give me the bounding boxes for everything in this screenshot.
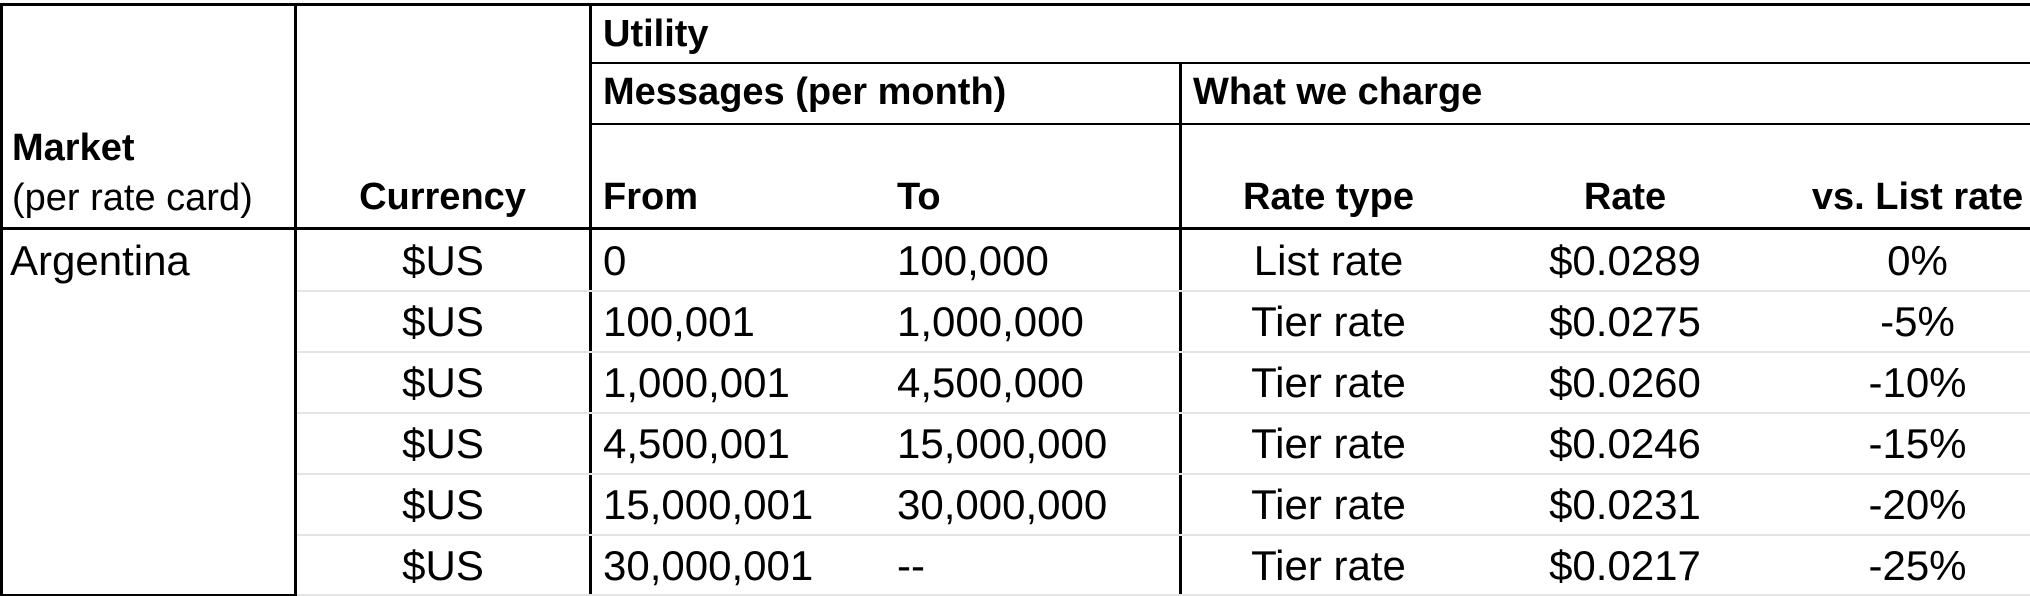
- from-column-header: From: [603, 176, 698, 218]
- cell-from: 4,500,001: [603, 419, 790, 467]
- charge-group-header: What we charge: [1193, 71, 1483, 113]
- header-bottom-border: [0, 227, 2030, 230]
- market-currency-divider: [294, 3, 297, 596]
- currency-from-divider: [589, 3, 592, 596]
- utility-row-bottom-line: [589, 62, 2030, 64]
- rate-column-header: Rate: [1583, 176, 1667, 218]
- cell-vs-list-rate: -5%: [1880, 297, 1955, 345]
- cell-vs-list-rate: -20%: [1868, 480, 1967, 528]
- market-value-cell: Argentina: [10, 236, 190, 284]
- market-column-header: Market (per rate card): [12, 6, 290, 223]
- cell-from: 30,000,001: [603, 541, 814, 589]
- cell-rate: $0.0246: [1549, 419, 1701, 467]
- row-separator-line: [297, 473, 2030, 475]
- market-cell-bottom-border: [0, 594, 297, 596]
- cell-from: 0: [603, 236, 627, 284]
- cell-to: 100,000: [897, 236, 1049, 284]
- cell-vs-list-rate: -10%: [1868, 358, 1967, 406]
- currency-column-header: Currency: [359, 176, 526, 218]
- cell-from: 100,001: [603, 297, 755, 345]
- cell-rate: $0.0260: [1549, 358, 1701, 406]
- cell-to: --: [897, 541, 925, 589]
- cell-to: 1,000,000: [897, 297, 1084, 345]
- group-row-bottom-line: [589, 123, 2030, 125]
- to-column-header: To: [897, 176, 941, 218]
- cell-rate-type: Tier rate: [1251, 358, 1406, 406]
- row-separator-line: [297, 534, 2030, 536]
- row-separator-line: [297, 594, 2030, 596]
- cell-currency: $US: [402, 358, 484, 406]
- cell-rate: $0.0231: [1549, 480, 1701, 528]
- rate-type-column-header: Rate type: [1242, 176, 1415, 218]
- cell-rate-type: List rate: [1253, 236, 1404, 284]
- cell-rate-type: Tier rate: [1251, 541, 1406, 589]
- cell-currency: $US: [402, 480, 484, 528]
- cell-currency: $US: [402, 541, 484, 589]
- messages-charge-divider: [1179, 62, 1182, 596]
- utility-group-header: Utility: [603, 12, 709, 55]
- cell-to: 4,500,000: [897, 358, 1084, 406]
- cell-rate-type: Tier rate: [1251, 419, 1406, 467]
- cell-vs-list-rate: -15%: [1868, 419, 1967, 467]
- cell-rate: $0.0217: [1549, 541, 1701, 589]
- cell-currency: $US: [402, 297, 484, 345]
- row-separator-line: [297, 412, 2030, 414]
- cell-vs-list-rate: 0%: [1887, 236, 1948, 284]
- cell-from: 15,000,001: [603, 480, 814, 528]
- market-header-line2: (per rate card): [12, 177, 253, 219]
- table-top-border: [0, 3, 2030, 6]
- vs-list-rate-column-header: vs. List rate: [1811, 176, 2024, 218]
- cell-rate: $0.0275: [1549, 297, 1701, 345]
- cell-currency: $US: [402, 236, 484, 284]
- cell-rate: $0.0289: [1549, 236, 1701, 284]
- market-header-line1: Market: [12, 127, 135, 169]
- cell-to: 15,000,000: [897, 419, 1108, 467]
- cell-rate-type: Tier rate: [1251, 297, 1406, 345]
- cell-rate-type: Tier rate: [1251, 480, 1406, 528]
- cell-to: 30,000,000: [897, 480, 1108, 528]
- row-separator-line: [297, 290, 2030, 292]
- cell-from: 1,000,001: [603, 358, 790, 406]
- cell-vs-list-rate: -25%: [1868, 541, 1967, 589]
- cell-currency: $US: [402, 419, 484, 467]
- row-separator-line: [297, 351, 2030, 353]
- table-left-border: [0, 3, 3, 596]
- messages-group-header: Messages (per month): [603, 71, 1007, 113]
